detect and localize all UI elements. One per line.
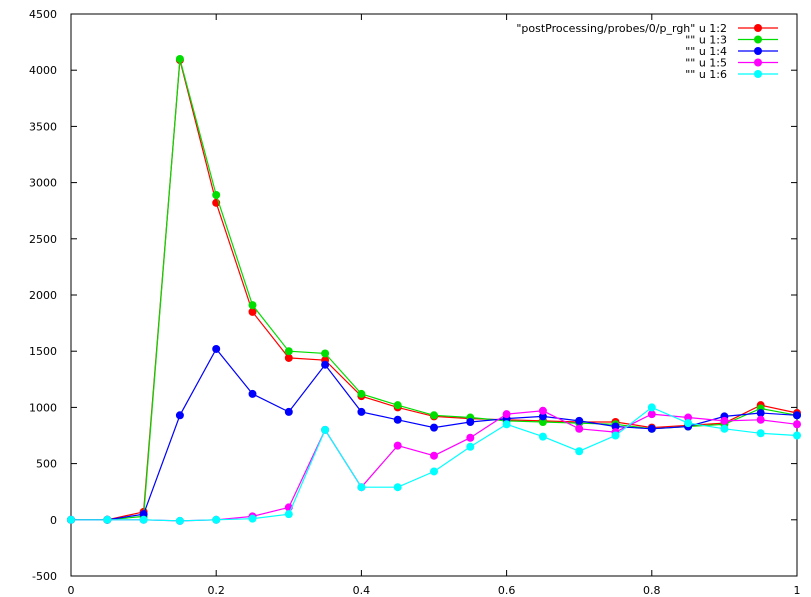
data-point [248, 301, 257, 310]
data-point [175, 54, 184, 63]
data-point [212, 344, 221, 353]
legend-swatch-marker [754, 70, 762, 78]
data-point [466, 418, 475, 427]
data-point [175, 516, 184, 525]
data-point [248, 389, 257, 398]
data-point [647, 403, 656, 412]
data-point [103, 515, 112, 524]
data-point [502, 410, 511, 419]
x-tick-label: 1 [794, 584, 801, 597]
data-point [67, 515, 75, 524]
legend-swatch-marker [754, 35, 762, 44]
data-point [793, 420, 801, 429]
data-point [430, 411, 438, 420]
data-point [538, 412, 547, 421]
x-tick-label: 0.8 [643, 584, 661, 597]
series-line [71, 59, 798, 521]
data-point [684, 419, 693, 428]
data-point [756, 409, 765, 418]
legend-label: "" u 1:4 [685, 45, 727, 58]
data-point [466, 433, 475, 442]
series-line [71, 347, 798, 521]
y-tick-label: 0 [50, 514, 57, 527]
y-tick-label: 4500 [29, 8, 57, 21]
data-point [466, 442, 475, 451]
data-point [793, 431, 801, 440]
x-tick-label: 0.6 [498, 584, 516, 597]
data-point [357, 483, 366, 492]
data-point [720, 416, 729, 425]
data-point [611, 431, 620, 440]
y-tick-label: 2500 [29, 233, 57, 246]
legend-swatch-marker [754, 24, 762, 32]
data-point [212, 190, 221, 199]
data-point [284, 353, 293, 362]
series-layer [67, 54, 801, 525]
data-point [248, 514, 257, 523]
legend-label: "" u 1:5 [685, 57, 727, 70]
data-point [393, 401, 402, 410]
data-point [538, 406, 547, 415]
data-point [756, 415, 765, 424]
y-tick-label: 2000 [29, 289, 57, 302]
legend-label: "postProcessing/probes/0/p_rgh" u 1:2 [516, 22, 727, 35]
y-tick-label: 1500 [29, 345, 57, 358]
data-point [357, 407, 366, 416]
data-point [321, 360, 330, 369]
x-tick-label: 0 [68, 584, 75, 597]
data-point [284, 510, 293, 519]
y-tick-label: 3500 [29, 120, 57, 133]
data-point [538, 432, 547, 441]
y-tick-label: 4000 [29, 64, 57, 77]
data-point [647, 424, 656, 433]
legend-swatch-marker [754, 58, 762, 67]
data-point [321, 425, 330, 434]
data-point [284, 347, 293, 356]
legend-label: "" u 1:6 [685, 68, 727, 81]
plot-frame [70, 13, 798, 577]
data-point [393, 441, 402, 450]
data-point [575, 447, 584, 456]
data-point [139, 515, 148, 524]
data-point [756, 429, 765, 438]
y-tick-label: 1000 [29, 401, 57, 414]
data-point [684, 413, 693, 422]
y-axis: -500 0 500 1000 1500 2000 2500 3000 3500 4000 4500 [29, 8, 797, 583]
data-point [502, 420, 511, 429]
series-3 [67, 344, 801, 524]
legend: "postProcessing/probes/0/p_rgh" u 1:2"" … [516, 22, 778, 81]
data-point [393, 483, 402, 492]
x-axis: 0 0.2 0.4 0.6 0.8 1 [68, 14, 801, 597]
legend-label: "" u 1:3 [685, 34, 727, 47]
data-point [212, 515, 221, 524]
data-point [284, 407, 293, 416]
data-point [321, 349, 330, 358]
data-point [538, 418, 547, 427]
y-tick-label: 3000 [29, 177, 57, 190]
y-tick-label: 500 [36, 458, 57, 471]
legend-swatch-marker [754, 47, 762, 55]
data-point [357, 389, 366, 398]
data-point [393, 415, 402, 424]
data-point [430, 451, 438, 460]
data-point [248, 307, 257, 316]
data-point [575, 416, 584, 425]
x-tick-label: 0.4 [353, 584, 371, 597]
data-point [647, 410, 656, 419]
data-point [611, 422, 620, 431]
series-5 [67, 403, 801, 525]
series-line [71, 58, 798, 521]
data-point [430, 423, 438, 432]
y-tick-label: -500 [32, 570, 57, 583]
data-point [575, 424, 584, 433]
data-point [175, 411, 184, 420]
x-tick-label: 0.2 [207, 584, 225, 597]
data-point [793, 411, 801, 420]
data-point [720, 424, 729, 433]
data-point [139, 510, 148, 519]
data-point [430, 467, 438, 476]
